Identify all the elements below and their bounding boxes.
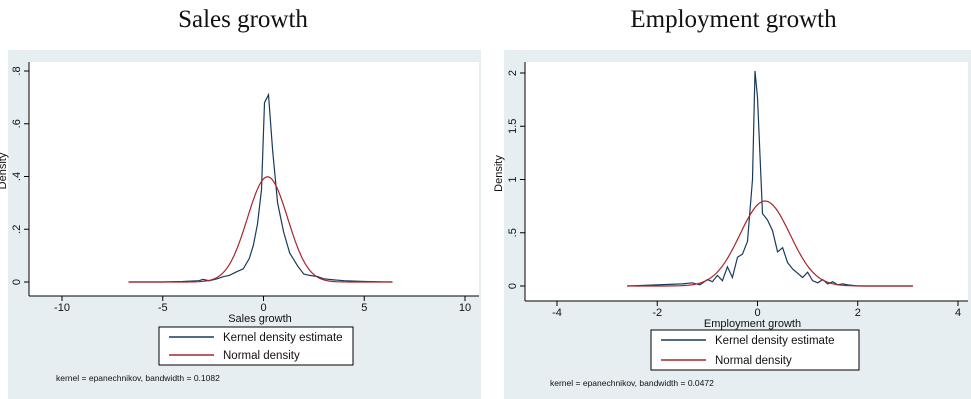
legend-box — [158, 326, 354, 366]
chart-note: kernel = epanechnikov, bandwidth = 0.108… — [56, 373, 220, 383]
chart-panel-sales: Sales growth 0 .2 .4 .6 .8 -10 -5 0 5 10 Sales gro… — [0, 6, 481, 399]
x-tick-label: 2 — [855, 307, 861, 319]
series-line-normal-density — [128, 176, 393, 283]
x-tick-label: -10 — [54, 302, 70, 314]
x-tick-label: -2 — [652, 307, 662, 319]
plot-area — [525, 62, 968, 301]
y-tick-label: 0 — [507, 283, 519, 289]
chart-svg: 0 .2 .4 .6 .8 -10 -5 0 5 10 Sales growth Density Ker… — [0, 62, 479, 383]
chart-title: Sales growth — [178, 6, 308, 33]
chart-title: Employment growth — [630, 6, 837, 33]
legend-label: Kernel density estimate — [715, 335, 835, 347]
series-line-kernel-density — [627, 70, 913, 287]
x-tick-label: -5 — [158, 302, 168, 314]
legend-box — [650, 329, 860, 371]
y-axis-title: Density — [0, 152, 9, 189]
x-tick-label: -4 — [552, 307, 562, 319]
y-tick-label: .6 — [11, 119, 23, 128]
legend-label: Normal density — [715, 355, 792, 367]
legend-label: Normal density — [223, 350, 300, 362]
x-tick-label: 0 — [754, 307, 760, 319]
y-tick-label: .2 — [11, 225, 23, 234]
series-line-normal-density — [627, 200, 913, 287]
x-tick-label: 5 — [361, 302, 367, 314]
y-tick-label: .4 — [11, 172, 23, 181]
chart-note: kernel = epanechnikov, bandwidth = 0.047… — [550, 378, 714, 388]
y-tick-label: 0 — [11, 279, 23, 285]
x-tick-label: 4 — [955, 307, 961, 319]
y-tick-label: .5 — [507, 228, 519, 237]
x-tick-label: 0 — [260, 302, 266, 314]
y-tick-label: .8 — [11, 66, 23, 75]
y-tick-label: 2 — [507, 70, 519, 76]
legend-label: Kernel density estimate — [223, 332, 343, 344]
x-axis-title: Sales growth — [228, 313, 292, 325]
y-axis-title: Density — [493, 155, 505, 192]
chart-panel-employment: Employment growth 0 .5 1 1.5 2 -4 -2 0 2 4 Employm… — [493, 0, 971, 399]
y-tick-label: 1 — [507, 176, 519, 182]
y-tick-label: 1.5 — [507, 119, 519, 134]
plot-area — [29, 62, 479, 296]
x-tick-label: 10 — [459, 302, 471, 314]
x-axis-title: Employment growth — [704, 318, 801, 330]
chart-svg: 0 .5 1 1.5 2 -4 -2 0 2 4 Employment growth Density K… — [493, 62, 968, 388]
